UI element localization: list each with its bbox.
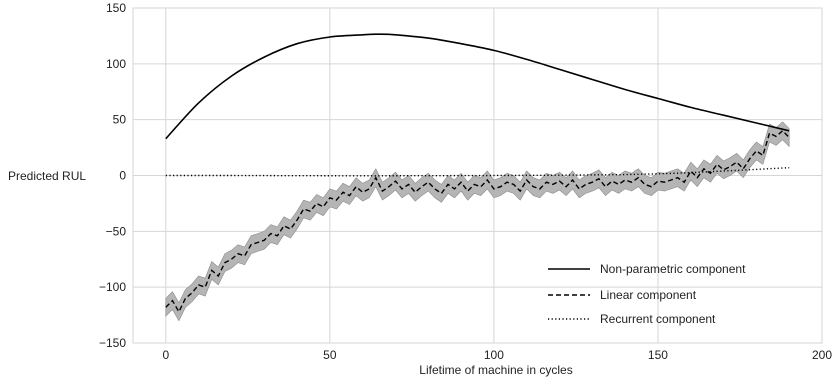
y-tick-label: 150 bbox=[106, 1, 126, 15]
y-tick-label: −150 bbox=[99, 336, 126, 350]
legend-label-linear: Linear component bbox=[600, 288, 697, 302]
x-axis-label: Lifetime of machine in cycles bbox=[419, 363, 572, 377]
x-tick-label: 100 bbox=[484, 348, 504, 362]
linear-confidence-band bbox=[165, 121, 790, 322]
x-tick-label: 0 bbox=[162, 348, 169, 362]
x-axis-ticks: 0 50 100 150 200 bbox=[162, 348, 832, 362]
y-tick-label: 100 bbox=[106, 57, 126, 71]
legend-label-non-parametric: Non-parametric component bbox=[600, 262, 746, 276]
y-axis-label: Predicted RUL bbox=[8, 169, 86, 183]
y-tick-label: 50 bbox=[113, 113, 127, 127]
plot-frame bbox=[132, 7, 823, 344]
series-line-linear bbox=[165, 129, 790, 314]
series-line-non-parametric bbox=[165, 33, 790, 140]
x-tick-label: 200 bbox=[812, 348, 832, 362]
series-layer bbox=[165, 33, 790, 322]
y-tick-label: −100 bbox=[99, 280, 126, 294]
y-tick-label: −50 bbox=[106, 224, 127, 238]
y-tick-label: 0 bbox=[119, 169, 126, 183]
x-tick-label: 150 bbox=[648, 348, 668, 362]
y-axis-ticks: −150 −100 −50 0 50 100 150 bbox=[99, 1, 126, 350]
plot-border bbox=[132, 7, 823, 344]
x-tick-label: 50 bbox=[323, 348, 337, 362]
legend: Non-parametric component Linear componen… bbox=[548, 262, 746, 326]
grid bbox=[133, 7, 823, 344]
legend-label-recurrent: Recurrent component bbox=[600, 312, 716, 326]
